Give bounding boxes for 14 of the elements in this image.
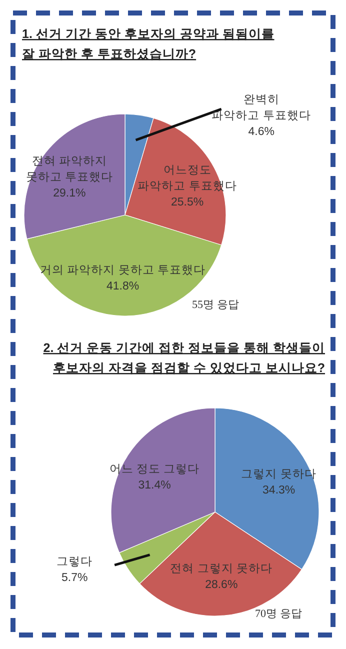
data-label: 41.8% [106, 280, 140, 293]
slice-label: 거의 파악하지 못하고 투표했다 [40, 264, 206, 277]
data-label: 29.1% [53, 187, 86, 200]
text: 70명 응답 [255, 608, 302, 620]
data-label: 31.4% [138, 479, 171, 492]
slice-label: 완벽히 파악하고 투표했다 [212, 94, 311, 122]
data-label: 4.6% [248, 126, 274, 138]
text: 55명 응답 [192, 299, 239, 311]
data-label: 28.6% [205, 579, 238, 592]
data-label: 25.5% [170, 196, 204, 208]
slice-label: 전혀 그렇지 못하다 [170, 563, 273, 576]
data-label: 34.3% [262, 484, 296, 496]
data-label: 5.7% [61, 572, 88, 584]
slice-label: 그렇다 [56, 556, 93, 568]
